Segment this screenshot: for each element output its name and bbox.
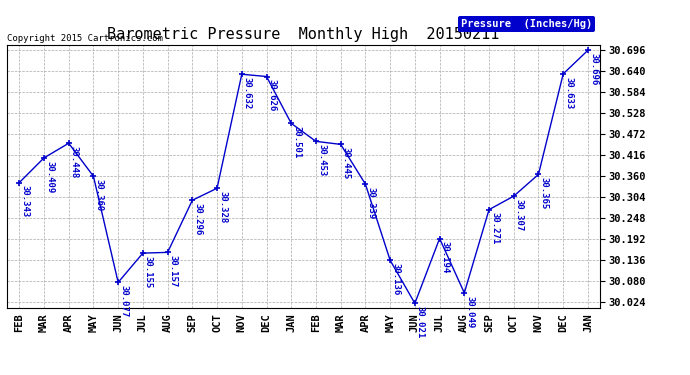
Text: Copyright 2015 Cartronics.com: Copyright 2015 Cartronics.com bbox=[7, 34, 163, 43]
Text: 30.343: 30.343 bbox=[20, 185, 29, 218]
Text: 30.626: 30.626 bbox=[268, 79, 277, 111]
Text: 30.696: 30.696 bbox=[589, 53, 598, 85]
Text: 30.339: 30.339 bbox=[366, 187, 375, 219]
Text: 30.445: 30.445 bbox=[342, 147, 351, 179]
Text: 30.077: 30.077 bbox=[119, 285, 128, 317]
Text: 30.365: 30.365 bbox=[540, 177, 549, 209]
Text: 30.271: 30.271 bbox=[490, 212, 499, 244]
Text: 30.360: 30.360 bbox=[95, 179, 103, 211]
Text: 30.453: 30.453 bbox=[317, 144, 326, 176]
Text: 30.501: 30.501 bbox=[293, 126, 302, 158]
Title: Barometric Pressure  Monthly High  20150211: Barometric Pressure Monthly High 2015021… bbox=[108, 27, 500, 42]
Text: 30.307: 30.307 bbox=[515, 199, 524, 231]
Text: 30.021: 30.021 bbox=[416, 306, 425, 338]
Text: 30.136: 30.136 bbox=[391, 263, 400, 295]
Legend: Pressure  (Inches/Hg): Pressure (Inches/Hg) bbox=[457, 16, 595, 32]
Text: 30.409: 30.409 bbox=[45, 160, 54, 193]
Text: 30.448: 30.448 bbox=[70, 146, 79, 178]
Text: 30.155: 30.155 bbox=[144, 256, 153, 288]
Text: 30.633: 30.633 bbox=[564, 76, 573, 109]
Text: 30.157: 30.157 bbox=[168, 255, 177, 287]
Text: 30.328: 30.328 bbox=[218, 191, 227, 223]
Text: 30.049: 30.049 bbox=[465, 296, 474, 328]
Text: 30.194: 30.194 bbox=[441, 241, 450, 273]
Text: 30.632: 30.632 bbox=[243, 77, 252, 109]
Text: 30.296: 30.296 bbox=[193, 203, 202, 235]
